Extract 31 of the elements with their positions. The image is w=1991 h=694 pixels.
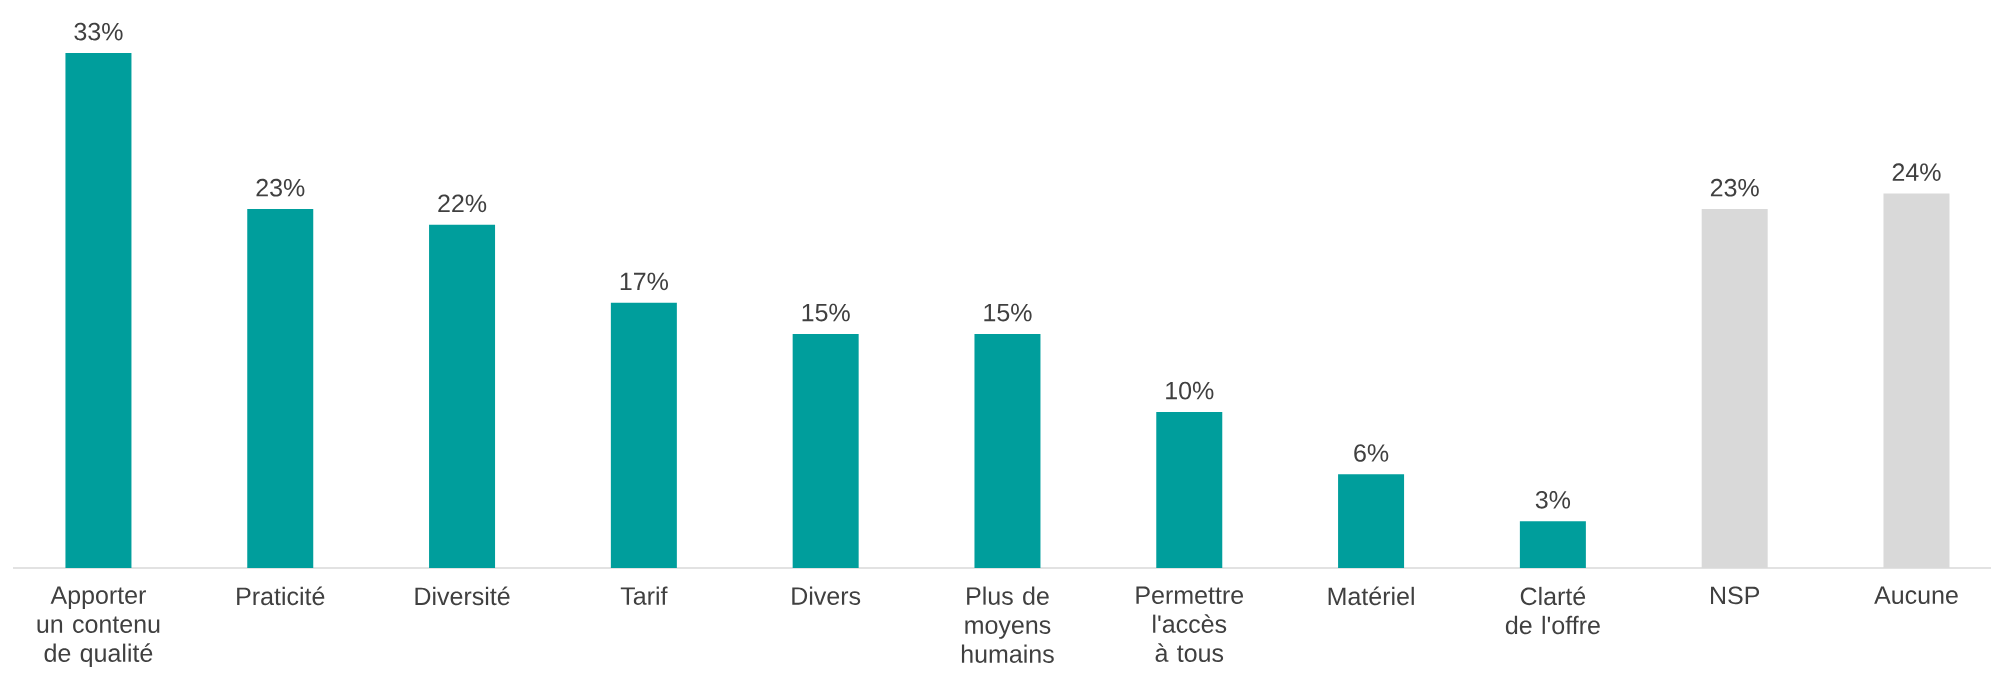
bar <box>792 333 859 568</box>
data-label: 3% <box>1535 490 1571 509</box>
x-tick-label: Tarif <box>620 586 668 605</box>
x-tick-label: Clarté de l'offre <box>1505 586 1600 635</box>
bar <box>610 302 677 568</box>
data-label: 17% <box>620 272 668 291</box>
data-label: 15% <box>984 303 1032 322</box>
x-tick-label: Plus de moyens humains <box>961 586 1054 663</box>
data-label: 24% <box>1892 163 1941 181</box>
x-tick-label: NSP <box>1711 586 1760 605</box>
x-tick-label: Apporter un contenu de qualité <box>37 586 160 667</box>
x-tick-label: Praticité <box>237 586 325 606</box>
bar <box>429 224 496 568</box>
data-label: 15% <box>802 303 850 322</box>
data-label: 6% <box>1354 444 1389 462</box>
bar <box>974 333 1041 568</box>
x-tick-label: Diversité <box>415 586 510 606</box>
data-label: 33% <box>74 22 123 41</box>
x-tick-label: Permettre l'accès à tous <box>1136 586 1244 662</box>
bar <box>247 209 314 568</box>
x-tick-label: Divers <box>792 586 861 605</box>
data-label: 23% <box>1710 178 1759 197</box>
data-label: 10% <box>1166 381 1214 400</box>
bar <box>1156 411 1223 568</box>
x-tick-label: Matériel <box>1328 586 1414 606</box>
data-label: 22% <box>438 194 487 213</box>
bar <box>1519 521 1586 568</box>
data-label: 23% <box>256 178 305 197</box>
bar <box>1338 474 1405 568</box>
bar <box>65 53 132 568</box>
x-tick-label: Aucune <box>1874 586 1958 604</box>
